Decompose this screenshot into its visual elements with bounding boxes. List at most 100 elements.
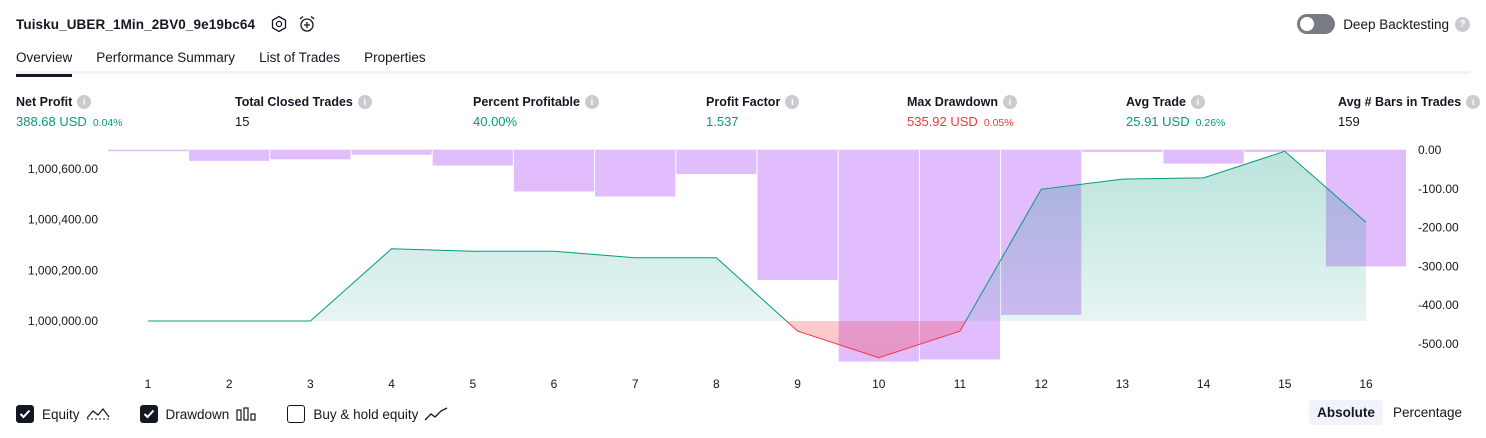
- x-axis-tick-label: 12: [1035, 377, 1049, 391]
- right-axis-tick-label: -400.00: [1418, 298, 1459, 312]
- equity-checkbox[interactable]: [16, 405, 34, 423]
- tab-list-of-trades[interactable]: List of Trades: [259, 44, 340, 74]
- buy-hold-checkbox[interactable]: [287, 405, 305, 423]
- metric-percent: 0.04%: [93, 117, 123, 129]
- metric-label: Total Closed Trades: [235, 95, 353, 109]
- x-axis-tick-label: 16: [1359, 377, 1373, 391]
- drawdown-bar: [1164, 150, 1244, 164]
- strategy-header: Tuisku_UBER_1Min_2BV0_9e19bc64: [16, 12, 317, 36]
- metric-value: 1.537: [706, 114, 739, 129]
- metric-value: 535.92 USD: [907, 114, 978, 129]
- metric-net-profit: Net Profit i 388.68 USD 0.04%: [16, 94, 123, 130]
- left-axis-tick-label: 1,000,200.00: [28, 263, 98, 277]
- drawdown-bar: [595, 150, 675, 197]
- metric-avg-trade: Avg Trade i 25.91 USD 0.26%: [1126, 94, 1225, 130]
- x-axis-tick-label: 9: [794, 377, 801, 391]
- help-icon[interactable]: ?: [1455, 17, 1470, 32]
- help-icon[interactable]: i: [1466, 95, 1480, 109]
- metric-label: Percent Profitable: [473, 95, 580, 109]
- x-axis: 1 2 3 4 5 6 7 8 9 10 11 12 13 14 15 16: [145, 377, 1373, 391]
- x-axis-tick-label: 11: [954, 377, 967, 391]
- drawdown-bar: [189, 150, 269, 161]
- tab-overview[interactable]: Overview: [16, 44, 72, 74]
- x-axis-tick-label: 8: [713, 377, 720, 391]
- metric-total-closed-trades: Total Closed Trades i 15: [235, 94, 372, 130]
- help-icon[interactable]: i: [358, 95, 372, 109]
- left-axis-tick-label: 1,000,400.00: [28, 213, 98, 227]
- metric-value: 388.68 USD: [16, 114, 87, 129]
- x-axis-tick-label: 15: [1278, 377, 1292, 391]
- right-axis-tick-label: -200.00: [1418, 221, 1459, 235]
- drawdown-bar: [433, 150, 513, 166]
- help-icon[interactable]: i: [785, 95, 799, 109]
- help-icon[interactable]: i: [1191, 95, 1205, 109]
- metric-percent-profitable: Percent Profitable i 40.00%: [473, 94, 599, 130]
- buy-hold-line-icon: [424, 406, 448, 422]
- help-icon[interactable]: i: [77, 95, 91, 109]
- right-axis-tick-label: -100.00: [1418, 182, 1459, 196]
- help-icon[interactable]: i: [585, 95, 599, 109]
- x-axis-tick-label: 13: [1116, 377, 1130, 391]
- x-axis-tick-label: 5: [469, 377, 476, 391]
- x-axis-tick-label: 10: [872, 377, 886, 391]
- metric-value: 15: [235, 114, 249, 129]
- toggle-knob: [1300, 17, 1314, 31]
- help-icon[interactable]: i: [1003, 95, 1017, 109]
- equity-area-positive: [148, 151, 1366, 357]
- equity-area: [148, 151, 1366, 357]
- left-axis: 1,000,600.00 1,000,400.00 1,000,200.00 1,00…: [28, 162, 98, 328]
- absolute-button[interactable]: Absolute: [1309, 400, 1383, 425]
- legend-label: Equity: [42, 407, 80, 422]
- x-axis-tick-label: 2: [226, 377, 233, 391]
- x-axis-tick-label: 6: [551, 377, 558, 391]
- legend-equity[interactable]: Equity: [16, 405, 110, 423]
- equity-line-icon: [86, 406, 110, 422]
- drawdown-bar: [758, 150, 838, 280]
- legend-buy-hold-equity[interactable]: Buy & hold equity: [287, 405, 448, 423]
- x-axis-tick-label: 3: [307, 377, 314, 391]
- metric-percent: 0.05%: [984, 117, 1014, 129]
- metric-label: Avg # Bars in Trades: [1338, 95, 1461, 109]
- drawdown-bars-icon: [235, 406, 257, 422]
- deep-backtesting-label: Deep Backtesting: [1343, 17, 1449, 32]
- drawdown-bar: [676, 150, 756, 174]
- percentage-button[interactable]: Percentage: [1385, 400, 1470, 425]
- left-axis-tick-label: 1,000,600.00: [28, 162, 98, 176]
- view-mode-switch: Absolute Percentage: [1309, 400, 1470, 425]
- drawdown-checkbox[interactable]: [140, 405, 158, 423]
- report-tabs: Overview Performance Summary List of Tra…: [16, 44, 1470, 74]
- settings-icon[interactable]: [269, 14, 289, 34]
- right-axis: 0.00 -100.00 -200.00 -300.00 -400.00 -500.00: [1418, 143, 1459, 351]
- metric-label: Net Profit: [16, 95, 72, 109]
- x-axis-tick-label: 7: [632, 377, 639, 391]
- metric-label: Max Drawdown: [907, 95, 998, 109]
- drawdown-bar: [108, 150, 188, 151]
- tab-properties[interactable]: Properties: [364, 44, 426, 74]
- legend-label: Buy & hold equity: [313, 407, 418, 422]
- metric-percent: 0.26%: [1196, 117, 1226, 129]
- left-axis-tick-label: 1,000,000.00: [28, 314, 98, 328]
- legend-drawdown[interactable]: Drawdown: [140, 405, 258, 423]
- tab-performance-summary[interactable]: Performance Summary: [96, 44, 235, 74]
- x-axis-tick-label: 1: [145, 377, 152, 391]
- equity-drawdown-chart: 1,000,600.00 1,000,400.00 1,000,200.00 1,00…: [0, 140, 1486, 395]
- metric-max-drawdown: Max Drawdown i 535.92 USD 0.05%: [907, 94, 1017, 130]
- metric-label: Profit Factor: [706, 95, 780, 109]
- drawdown-bar: [514, 150, 594, 192]
- drawdown-bar: [1082, 150, 1162, 152]
- x-axis-tick-label: 4: [388, 377, 395, 391]
- x-axis-tick-label: 14: [1197, 377, 1211, 391]
- metric-profit-factor: Profit Factor i 1.537: [706, 94, 799, 130]
- drawdown-bar: [352, 150, 432, 155]
- alarm-add-icon[interactable]: [297, 14, 317, 34]
- legend-label: Drawdown: [166, 407, 230, 422]
- drawdown-bar: [270, 150, 350, 159]
- right-axis-tick-label: 0.00: [1418, 143, 1442, 157]
- chart-legend: Equity Drawdown Buy & hold equity: [16, 403, 478, 425]
- strategy-name: Tuisku_UBER_1Min_2BV0_9e19bc64: [16, 17, 255, 32]
- deep-backtesting-toggle[interactable]: [1297, 14, 1335, 34]
- right-axis-tick-label: -500.00: [1418, 337, 1459, 351]
- right-axis-tick-label: -300.00: [1418, 259, 1459, 273]
- metric-value: 40.00%: [473, 114, 517, 129]
- metric-value: 25.91 USD: [1126, 114, 1190, 129]
